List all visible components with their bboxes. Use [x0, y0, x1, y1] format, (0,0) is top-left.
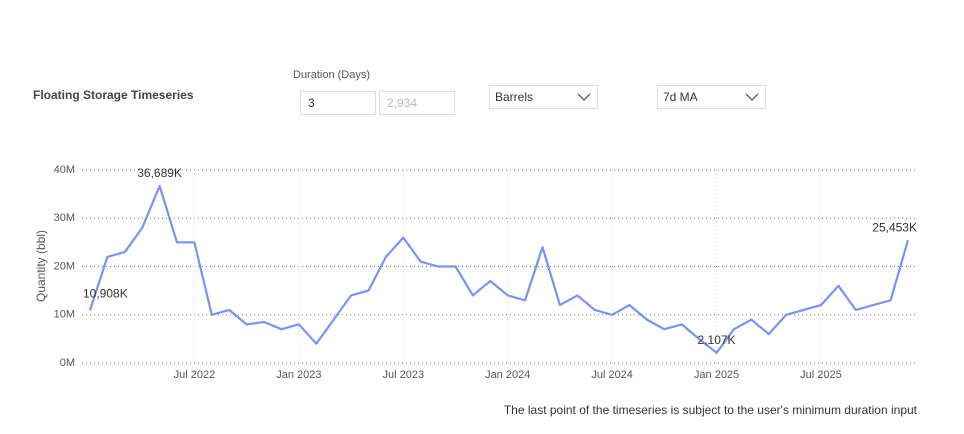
- y-tick-label: 0M: [60, 357, 75, 369]
- y-tick-label: 30M: [54, 212, 75, 224]
- x-tick-label: Jan 2023: [276, 369, 321, 381]
- y-tick-label: 20M: [54, 260, 75, 272]
- unit-dropdown[interactable]: Barrels: [489, 85, 598, 109]
- dropdown-value: Barrels: [495, 90, 534, 104]
- y-tick-label: 40M: [54, 164, 75, 176]
- data-label: 10,908K: [83, 287, 128, 301]
- x-tick-label: Jul 2022: [174, 369, 216, 381]
- data-label: 25,453K: [872, 220, 917, 234]
- y-axis-title: Quantity (bbl): [34, 230, 48, 302]
- smoothing-dropdown[interactable]: 7d MA: [657, 85, 766, 109]
- visual-title: Floating Storage Timeseries: [33, 88, 194, 102]
- max-input[interactable]: 2,934: [379, 91, 455, 115]
- x-tick-label: Jan 2024: [485, 369, 530, 381]
- footnote: The last point of the timeseries is subj…: [503, 403, 917, 417]
- x-tick-label: Jul 2023: [382, 369, 424, 381]
- x-tick-label: Jan 2025: [694, 369, 739, 381]
- slicer-label: Duration (Days): [293, 69, 371, 81]
- data-label: 2,107K: [698, 333, 736, 347]
- y-tick-label: 10M: [54, 309, 75, 321]
- chevron: [577, 93, 591, 101]
- x-tick-label: Jul 2024: [591, 369, 633, 381]
- chevron: [745, 93, 759, 101]
- dropdown-value: 7d MA: [663, 90, 698, 104]
- x-tick-label: Jul 2025: [800, 369, 842, 381]
- data-label: 36,689K: [137, 166, 182, 180]
- series-line: [88, 184, 910, 354]
- min-input[interactable]: 3: [300, 91, 376, 115]
